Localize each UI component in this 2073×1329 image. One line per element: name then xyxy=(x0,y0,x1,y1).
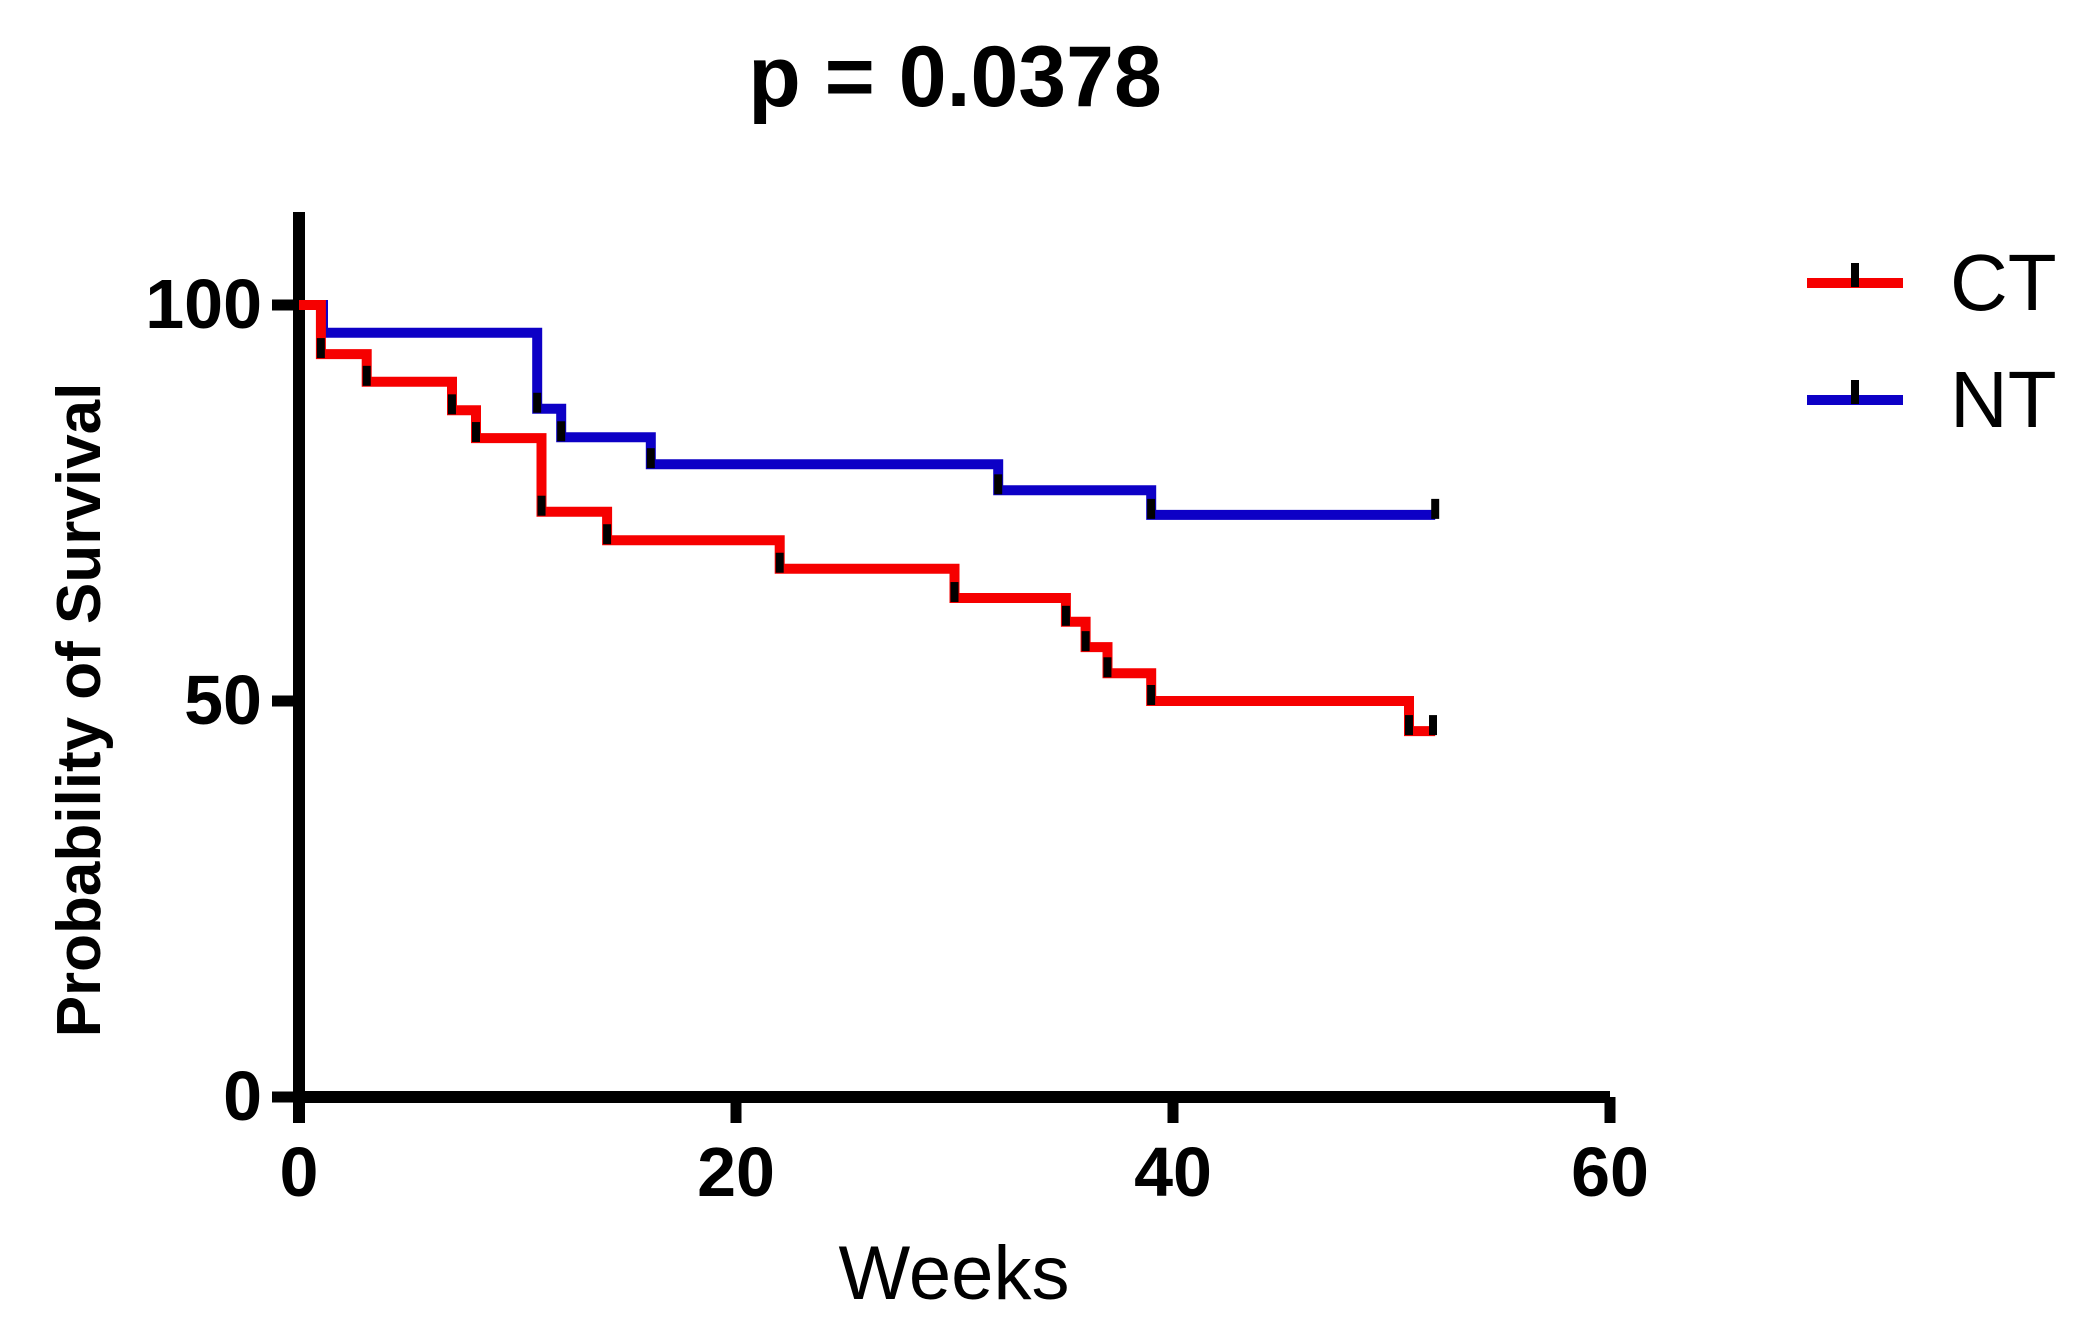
legend-label-ct: CT xyxy=(1950,238,2057,327)
y-tick-label-0: 0 xyxy=(223,1057,262,1135)
nt-survival-curve xyxy=(299,300,1436,520)
legend-label-nt: NT xyxy=(1950,355,2057,444)
x-tick-label-0: 0 xyxy=(280,1133,319,1211)
legend-item-nt: NT xyxy=(1807,360,2057,440)
x-tick-label-60: 60 xyxy=(1571,1133,1649,1211)
nt-line-marker xyxy=(1807,380,1903,405)
chart-title: p = 0.0378 xyxy=(748,29,1162,125)
y-axis-label: Probability of Survival xyxy=(45,382,114,1038)
legend-item-ct: CT xyxy=(1807,243,2057,323)
legend: CT NT xyxy=(1807,243,2057,440)
ct-line-marker xyxy=(1807,263,1903,288)
x-tick-label-20: 20 xyxy=(697,1133,775,1211)
x-tick-label-40: 40 xyxy=(1134,1133,1212,1211)
y-tick-label-50: 50 xyxy=(184,661,262,739)
y-tick-label-100: 100 xyxy=(145,265,262,343)
x-axis-label: Weeks xyxy=(838,1231,1070,1316)
